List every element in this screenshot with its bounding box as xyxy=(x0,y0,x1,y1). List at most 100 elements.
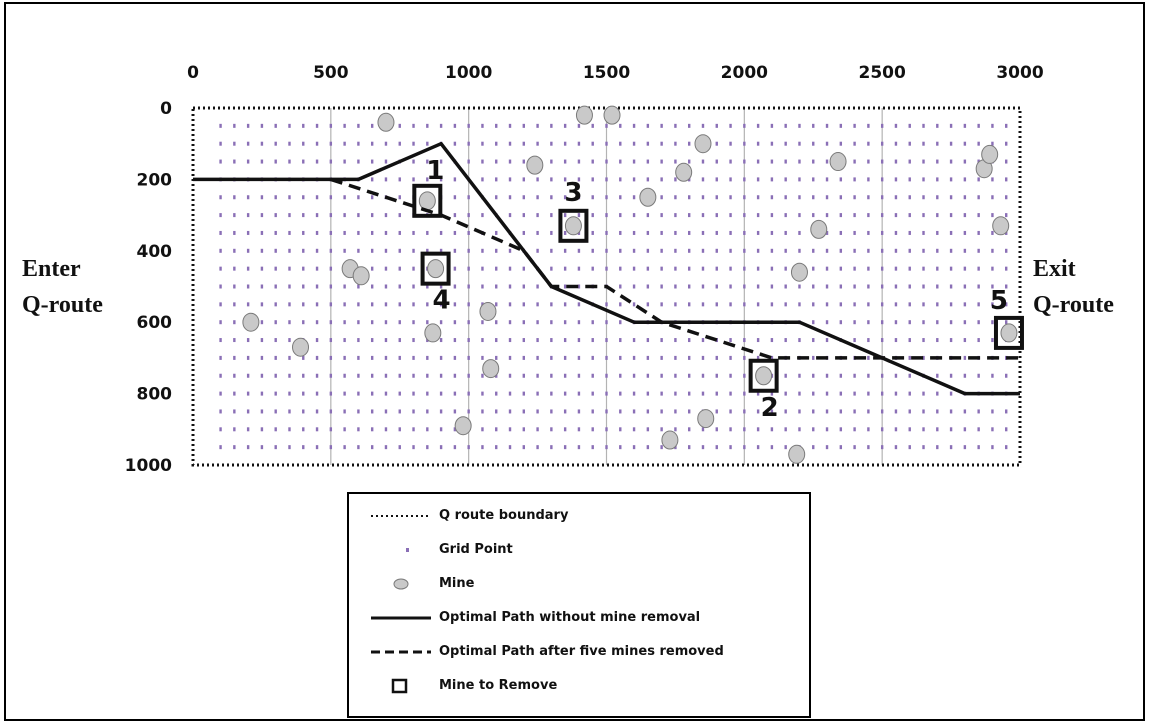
grid-point xyxy=(412,338,415,343)
grid-point xyxy=(467,355,470,360)
y-tick-label: 0 xyxy=(160,99,172,119)
grid-point xyxy=(922,141,925,146)
grid-point xyxy=(729,266,732,271)
grid-point xyxy=(329,141,333,146)
grid-point xyxy=(853,123,856,128)
grid-point xyxy=(536,284,539,289)
grid-point xyxy=(508,141,512,146)
grid-point xyxy=(936,445,939,450)
grid-point xyxy=(302,213,305,218)
grid-point xyxy=(756,409,760,414)
grid-point xyxy=(949,195,953,200)
grid-point xyxy=(563,355,567,360)
grid-point xyxy=(660,266,663,271)
grid-point xyxy=(825,141,829,146)
grid-point xyxy=(439,338,443,343)
grid-point xyxy=(233,266,236,271)
grid-point xyxy=(646,409,650,414)
grid-point xyxy=(798,141,801,146)
grid-point xyxy=(439,302,443,307)
grid-point xyxy=(274,123,277,128)
grid-point xyxy=(563,123,567,128)
grid-point xyxy=(260,338,264,343)
removal-number: 4 xyxy=(433,286,451,316)
grid-point xyxy=(867,445,870,450)
grid-point xyxy=(439,355,443,360)
grid-point xyxy=(894,373,898,378)
grid-point xyxy=(302,391,305,396)
grid-point xyxy=(674,230,677,235)
grid-point xyxy=(977,230,980,235)
grid-point xyxy=(949,141,953,146)
grid-point xyxy=(274,409,277,414)
grid-point xyxy=(991,302,994,307)
grid-point xyxy=(688,123,691,128)
grid-point xyxy=(288,355,291,360)
grid-point xyxy=(853,141,856,146)
grid-point xyxy=(853,213,856,218)
grid-point xyxy=(343,248,346,253)
grid-point xyxy=(729,355,732,360)
grid-point xyxy=(839,445,843,450)
grid-point xyxy=(977,141,980,146)
grid-point xyxy=(605,159,608,164)
grid-point xyxy=(453,302,457,307)
grid-point xyxy=(812,159,815,164)
grid-point xyxy=(701,195,705,200)
grid-point xyxy=(619,427,622,432)
grid-point xyxy=(550,338,553,343)
grid-point xyxy=(660,159,663,164)
grid-point xyxy=(853,427,856,432)
grid-point xyxy=(894,177,898,182)
grid-point xyxy=(329,248,333,253)
grid-point xyxy=(688,159,691,164)
grid-point xyxy=(274,213,277,218)
grid-point xyxy=(522,213,525,218)
grid-point xyxy=(880,248,884,253)
grid-point xyxy=(302,284,305,289)
grid-point xyxy=(688,284,691,289)
grid-point xyxy=(605,248,608,253)
grid-point xyxy=(495,195,498,200)
grid-point xyxy=(756,159,760,164)
grid-point xyxy=(522,302,525,307)
grid-point xyxy=(867,391,870,396)
grid-point xyxy=(756,230,760,235)
grid-point xyxy=(370,248,374,253)
grid-point xyxy=(233,123,236,128)
grid-point xyxy=(274,320,277,325)
grid-point xyxy=(302,248,305,253)
grid-point xyxy=(343,213,346,218)
grid-point xyxy=(536,373,539,378)
grid-point xyxy=(467,445,470,450)
grid-point xyxy=(908,302,911,307)
grid-point xyxy=(936,248,939,253)
grid-point xyxy=(646,248,650,253)
grid-point xyxy=(591,141,594,146)
grid-point xyxy=(508,123,512,128)
grid-point xyxy=(839,123,843,128)
grid-point xyxy=(798,177,801,182)
grid-point xyxy=(894,123,898,128)
exit-label: Q-route xyxy=(1033,292,1114,318)
grid-point xyxy=(453,409,457,414)
grid-point xyxy=(867,248,870,253)
grid-point xyxy=(784,248,787,253)
grid-point xyxy=(715,391,718,396)
grid-point xyxy=(825,195,829,200)
grid-point xyxy=(825,213,829,218)
grid-point xyxy=(577,338,581,343)
grid-point xyxy=(1005,266,1008,271)
grid-point xyxy=(260,355,264,360)
grid-point xyxy=(260,123,264,128)
x-tick-label: 1500 xyxy=(583,63,630,83)
grid-point xyxy=(536,427,539,432)
grid-point xyxy=(288,302,291,307)
grid-point xyxy=(743,177,746,182)
grid-point xyxy=(274,427,277,432)
grid-point xyxy=(398,427,401,432)
grid-point xyxy=(825,445,829,450)
grid-point xyxy=(591,320,594,325)
grid-point xyxy=(991,373,994,378)
grid-point xyxy=(495,123,498,128)
